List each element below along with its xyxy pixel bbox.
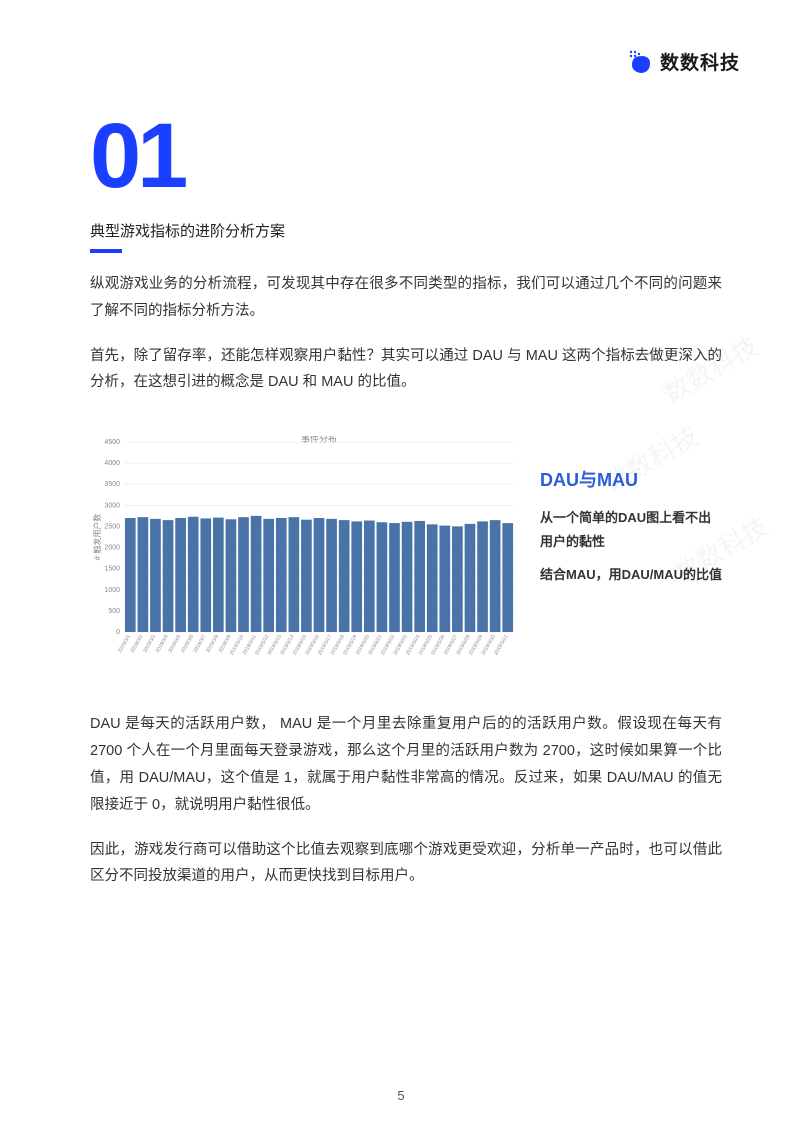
side-title: DAU与MAU: [540, 466, 722, 492]
svg-text:事件分布: 事件分布: [301, 436, 337, 444]
paragraph-2: 首先，除了留存率，还能怎样观察用户黏性？其实可以通过 DAU 与 MAU 这两个…: [90, 343, 722, 397]
section-subtitle: 典型游戏指标的进阶分析方案: [90, 220, 722, 241]
svg-text:4000: 4000: [104, 460, 120, 467]
brand-logo: 数数科技: [628, 48, 740, 75]
svg-text:1000: 1000: [104, 587, 120, 594]
chart-svg: 事件分布 0 500 1000 1500 2000 2500 3000 3500 4000 4500…: [90, 436, 520, 656]
paragraph-1: 纵观游戏业务的分析流程，可发现其中存在很多不同类型的指标，我们可以通过几个不同的…: [90, 271, 722, 325]
svg-text:0: 0: [116, 629, 120, 636]
chart-side-text: DAU与MAU 从一个简单的DAU图上看不出用户的黏性 结合MAU，用DAU/M…: [540, 436, 722, 586]
svg-text:3000: 3000: [104, 503, 120, 510]
logo-icon: [628, 49, 654, 75]
side-line-1: 从一个简单的DAU图上看不出用户的黏性: [540, 506, 722, 553]
svg-text:4500: 4500: [104, 439, 120, 446]
svg-text:2500: 2500: [104, 524, 120, 531]
side-line-2: 结合MAU，用DAU/MAU的比值: [540, 563, 722, 586]
paragraph-3: DAU 是每天的活跃用户数， MAU 是一个月里去除重复用户后的的活跃用户数。假…: [90, 711, 722, 818]
chart-block: 事件分布 0 500 1000 1500 2000 2500 3000 3500 4000 4500…: [90, 436, 722, 661]
svg-text:2000: 2000: [104, 545, 120, 552]
svg-text:3500: 3500: [104, 481, 120, 488]
svg-text:1500: 1500: [104, 566, 120, 573]
section-number: 01: [90, 110, 722, 202]
svg-text:# 触发用户数: # 触发用户数: [92, 514, 102, 561]
svg-text:500: 500: [108, 608, 120, 615]
logo-text: 数数科技: [660, 48, 740, 75]
page-number: 5: [0, 1088, 802, 1103]
subtitle-underline: [90, 249, 122, 253]
paragraph-4: 因此，游戏发行商可以借助这个比值去观察到底哪个游戏更受欢迎，分析单一产品时，也可…: [90, 837, 722, 891]
dau-bar-chart: 事件分布 0 500 1000 1500 2000 2500 3000 3500 4000 4500…: [90, 436, 520, 661]
